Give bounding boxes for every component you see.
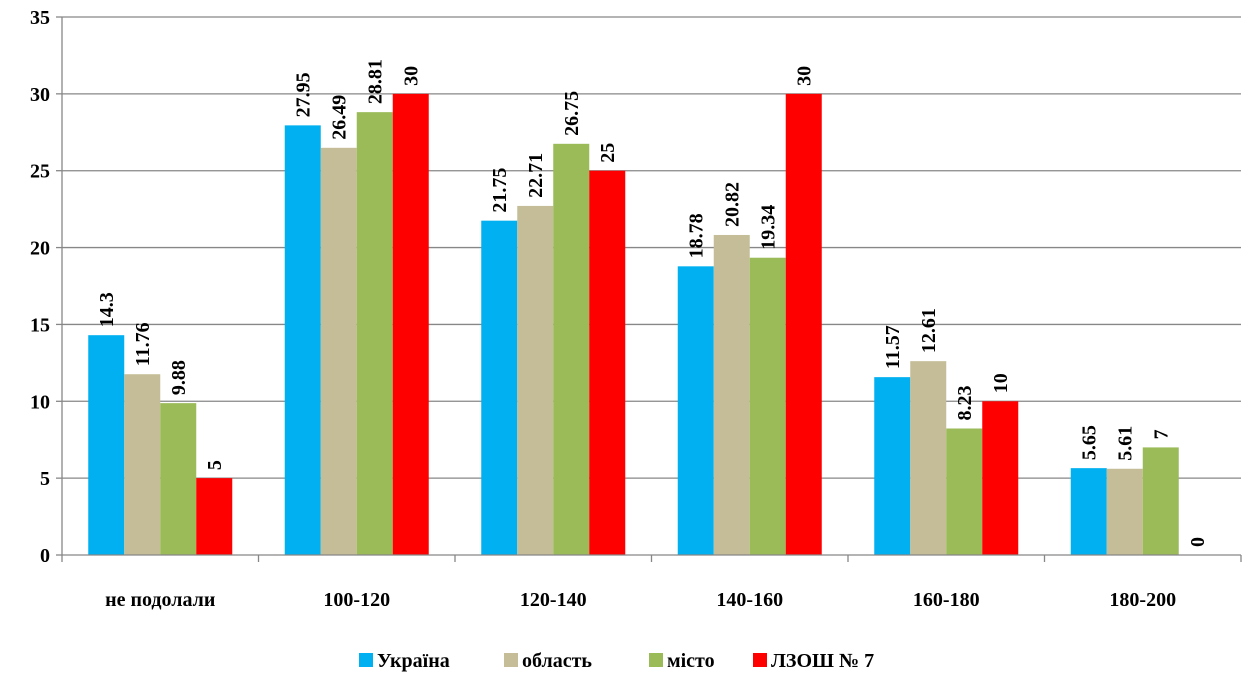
data-label: 0 <box>1187 537 1209 547</box>
data-label: 10 <box>990 373 1012 393</box>
bar <box>124 374 161 555</box>
bars <box>88 93 1179 556</box>
data-labels: 14.3 11.76 9.88 5 27.95 26.49 28.81 30 21.75 22.7… <box>96 59 1209 547</box>
legend-label: Україна <box>377 650 450 672</box>
x-category-label: 160-180 <box>913 589 980 611</box>
x-category-label: 120-140 <box>520 589 587 611</box>
legend-swatch <box>753 653 767 667</box>
y-tick-label: 35 <box>30 7 50 29</box>
bar <box>196 478 233 555</box>
data-label: 8.23 <box>954 385 976 420</box>
x-axis-categories: не подолали 100-120 120-140 140-160 160-180 1… <box>105 589 1176 611</box>
data-label: 22.71 <box>525 153 547 198</box>
x-category-label: 180-200 <box>1109 589 1176 611</box>
bar <box>284 125 321 556</box>
legend-label: місто <box>667 650 715 672</box>
data-label: 5.65 <box>1079 425 1101 460</box>
bar <box>677 266 714 555</box>
y-tick-label: 10 <box>30 391 50 413</box>
legend-swatch <box>359 653 373 667</box>
bar <box>713 234 750 555</box>
legend-swatch <box>649 653 663 667</box>
legend-label: ЛЗОШ № 7 <box>771 650 874 672</box>
bar <box>749 257 786 555</box>
data-label: 12.61 <box>918 308 940 353</box>
bar <box>320 147 357 555</box>
x-category-label: не подолали <box>105 589 215 611</box>
data-label: 18.78 <box>686 213 708 258</box>
bar <box>1142 447 1179 555</box>
data-label: 30 <box>794 66 816 86</box>
data-label: 11.76 <box>132 322 154 366</box>
axes <box>61 17 1242 562</box>
bar <box>88 335 125 555</box>
x-category-label: 140-160 <box>716 589 783 611</box>
bar <box>874 377 911 555</box>
data-label: 20.82 <box>722 182 744 227</box>
data-label: 11.57 <box>882 325 904 369</box>
x-category-label: 100-120 <box>323 589 390 611</box>
legend-label: область <box>522 650 592 672</box>
y-tick-label: 5 <box>40 468 50 490</box>
data-label: 27.95 <box>293 72 315 117</box>
data-label: 21.75 <box>489 168 511 213</box>
y-tick-label: 25 <box>30 161 50 183</box>
bar <box>481 220 518 555</box>
y-tick-label: 15 <box>30 314 50 336</box>
data-label: 26.75 <box>561 91 583 136</box>
bar <box>392 93 429 555</box>
bar <box>910 361 947 555</box>
data-label: 26.49 <box>329 95 351 140</box>
bar <box>589 170 626 555</box>
data-label: 25 <box>597 143 619 163</box>
bar <box>982 401 1019 555</box>
bar <box>1070 468 1107 555</box>
bar <box>785 93 822 555</box>
y-axis-ticks: 0 5 10 15 20 25 30 35 <box>30 7 62 567</box>
data-label: 5 <box>204 460 226 470</box>
data-label: 7 <box>1151 429 1173 439</box>
bar <box>1106 468 1143 555</box>
y-tick-label: 30 <box>30 84 50 106</box>
y-tick-label: 20 <box>30 238 50 260</box>
gridlines <box>62 16 1241 479</box>
data-label: 19.34 <box>758 205 780 250</box>
y-tick-label: 0 <box>40 545 50 567</box>
bar <box>160 403 197 555</box>
data-label: 30 <box>401 66 423 86</box>
legend: Україна область місто ЛЗОШ № 7 <box>359 650 874 672</box>
bar <box>517 205 554 555</box>
bar <box>356 112 393 555</box>
data-label: 5.61 <box>1115 426 1137 461</box>
data-label: 14.3 <box>96 292 118 327</box>
data-label: 28.81 <box>365 59 387 104</box>
bar <box>553 143 590 556</box>
bar <box>946 428 983 555</box>
data-label: 9.88 <box>168 360 190 395</box>
legend-swatch <box>504 653 518 667</box>
